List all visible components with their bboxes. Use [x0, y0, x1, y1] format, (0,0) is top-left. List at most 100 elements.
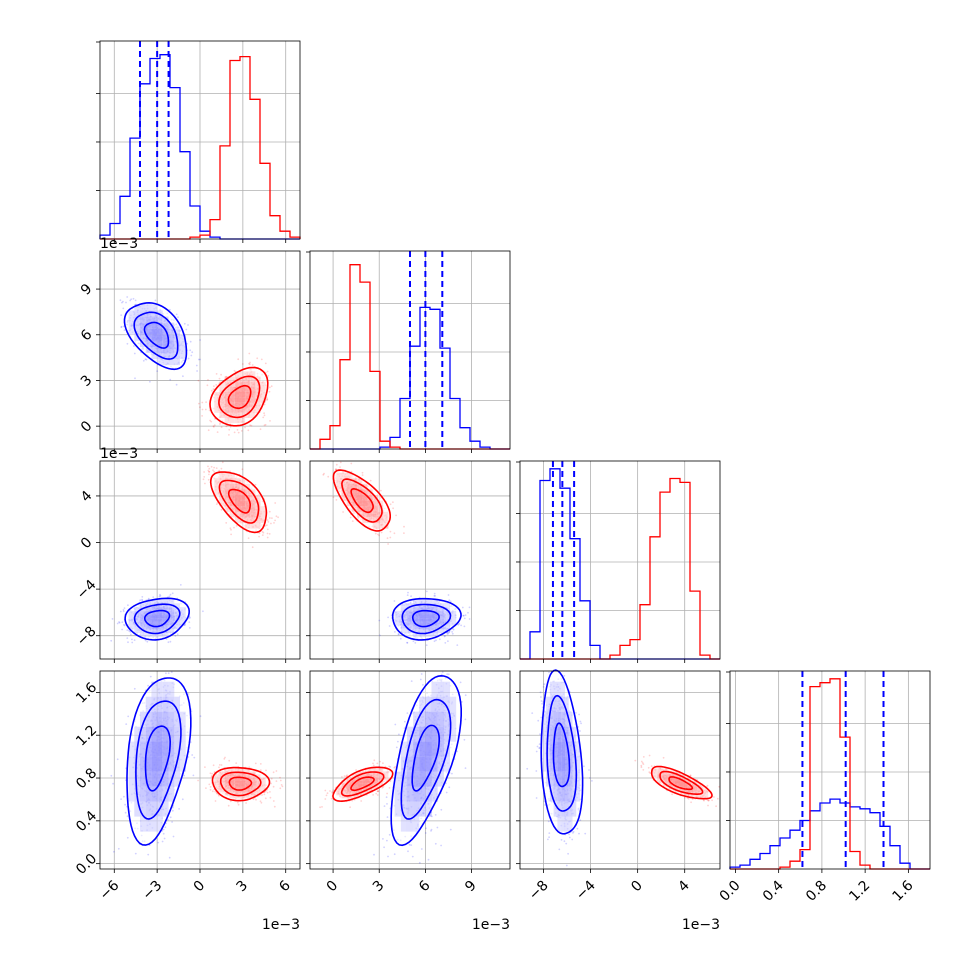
- point-blue: [110, 774, 113, 777]
- point-blue: [386, 839, 388, 842]
- point-blue: [169, 308, 171, 311]
- point-blue: [161, 840, 164, 843]
- point-blue: [162, 828, 165, 831]
- point-red: [199, 406, 201, 409]
- point-red: [264, 362, 267, 365]
- point-red: [212, 388, 215, 390]
- point-blue: [382, 838, 384, 840]
- point-blue: [425, 827, 427, 830]
- point-blue: [183, 322, 186, 325]
- point-blue: [447, 640, 449, 643]
- point-blue: [548, 836, 550, 839]
- point-blue: [424, 832, 427, 834]
- point-blue: [167, 818, 169, 821]
- point-blue: [182, 375, 184, 378]
- point-blue: [444, 642, 447, 644]
- point-blue: [547, 838, 549, 841]
- point-blue: [125, 723, 128, 725]
- point-blue: [399, 637, 402, 640]
- point-blue: [463, 617, 466, 620]
- point-blue: [452, 628, 455, 631]
- point-blue: [406, 641, 408, 644]
- point-blue: [169, 593, 172, 596]
- point-blue: [134, 852, 137, 855]
- point-blue: [575, 712, 577, 714]
- point-blue: [120, 326, 123, 328]
- point-blue: [393, 600, 396, 602]
- point-blue: [458, 623, 461, 625]
- point-blue: [579, 730, 581, 732]
- point-red: [267, 374, 270, 377]
- point-blue: [125, 301, 127, 304]
- point-red: [237, 358, 240, 361]
- point-blue: [448, 786, 451, 789]
- point-red: [263, 412, 265, 415]
- point-blue: [568, 833, 570, 836]
- point-red: [220, 426, 223, 429]
- point-blue: [394, 723, 397, 726]
- point-blue: [430, 830, 432, 832]
- point-blue: [193, 756, 196, 759]
- point-blue: [129, 630, 132, 633]
- point-blue: [126, 637, 129, 639]
- point-red: [263, 424, 266, 427]
- point-red: [256, 357, 259, 360]
- point-red: [244, 426, 246, 429]
- point-red: [219, 423, 221, 425]
- point-blue: [126, 836, 129, 839]
- point-blue: [540, 700, 543, 702]
- point-blue: [576, 827, 579, 830]
- point-blue: [410, 595, 412, 598]
- point-blue: [388, 625, 391, 627]
- point-blue: [196, 370, 199, 372]
- point-blue: [420, 673, 423, 675]
- point-blue: [540, 716, 543, 719]
- point-red: [270, 385, 273, 388]
- point-red: [225, 375, 228, 378]
- point-blue: [541, 702, 543, 705]
- point-blue: [110, 639, 113, 642]
- point-blue: [571, 838, 574, 841]
- point-blue: [568, 836, 571, 839]
- point-blue: [418, 861, 421, 864]
- point-blue: [122, 325, 125, 328]
- point-red: [215, 373, 218, 375]
- point-blue: [591, 780, 593, 782]
- point-blue: [537, 719, 540, 722]
- point-red: [220, 373, 223, 376]
- point-blue: [578, 832, 580, 835]
- point-blue: [548, 671, 550, 674]
- point-blue: [122, 610, 125, 613]
- point-blue: [419, 678, 422, 681]
- point-red: [259, 428, 262, 431]
- point-blue: [433, 640, 436, 643]
- point-blue: [157, 841, 160, 844]
- point-red: [251, 364, 254, 366]
- point-blue: [169, 816, 172, 819]
- point-blue: [133, 639, 136, 641]
- point-blue: [145, 358, 148, 361]
- point-blue: [188, 627, 191, 629]
- point-red: [264, 423, 267, 426]
- point-blue: [449, 828, 452, 831]
- point-blue: [410, 844, 413, 846]
- point-blue: [457, 623, 460, 626]
- point-blue: [133, 687, 136, 690]
- point-blue: [120, 314, 123, 316]
- point-blue: [542, 686, 545, 688]
- point-blue: [580, 722, 582, 725]
- point-blue: [134, 299, 137, 302]
- point-blue: [420, 848, 423, 850]
- point-blue: [435, 639, 437, 642]
- point-blue: [119, 299, 122, 302]
- point-blue: [572, 830, 575, 833]
- point-blue: [434, 595, 436, 597]
- point-blue: [146, 640, 149, 643]
- point-blue: [133, 352, 136, 355]
- point-blue: [443, 635, 446, 638]
- point-blue: [538, 746, 541, 749]
- point-blue: [133, 345, 135, 347]
- point-blue: [459, 681, 462, 684]
- point-blue: [388, 833, 391, 836]
